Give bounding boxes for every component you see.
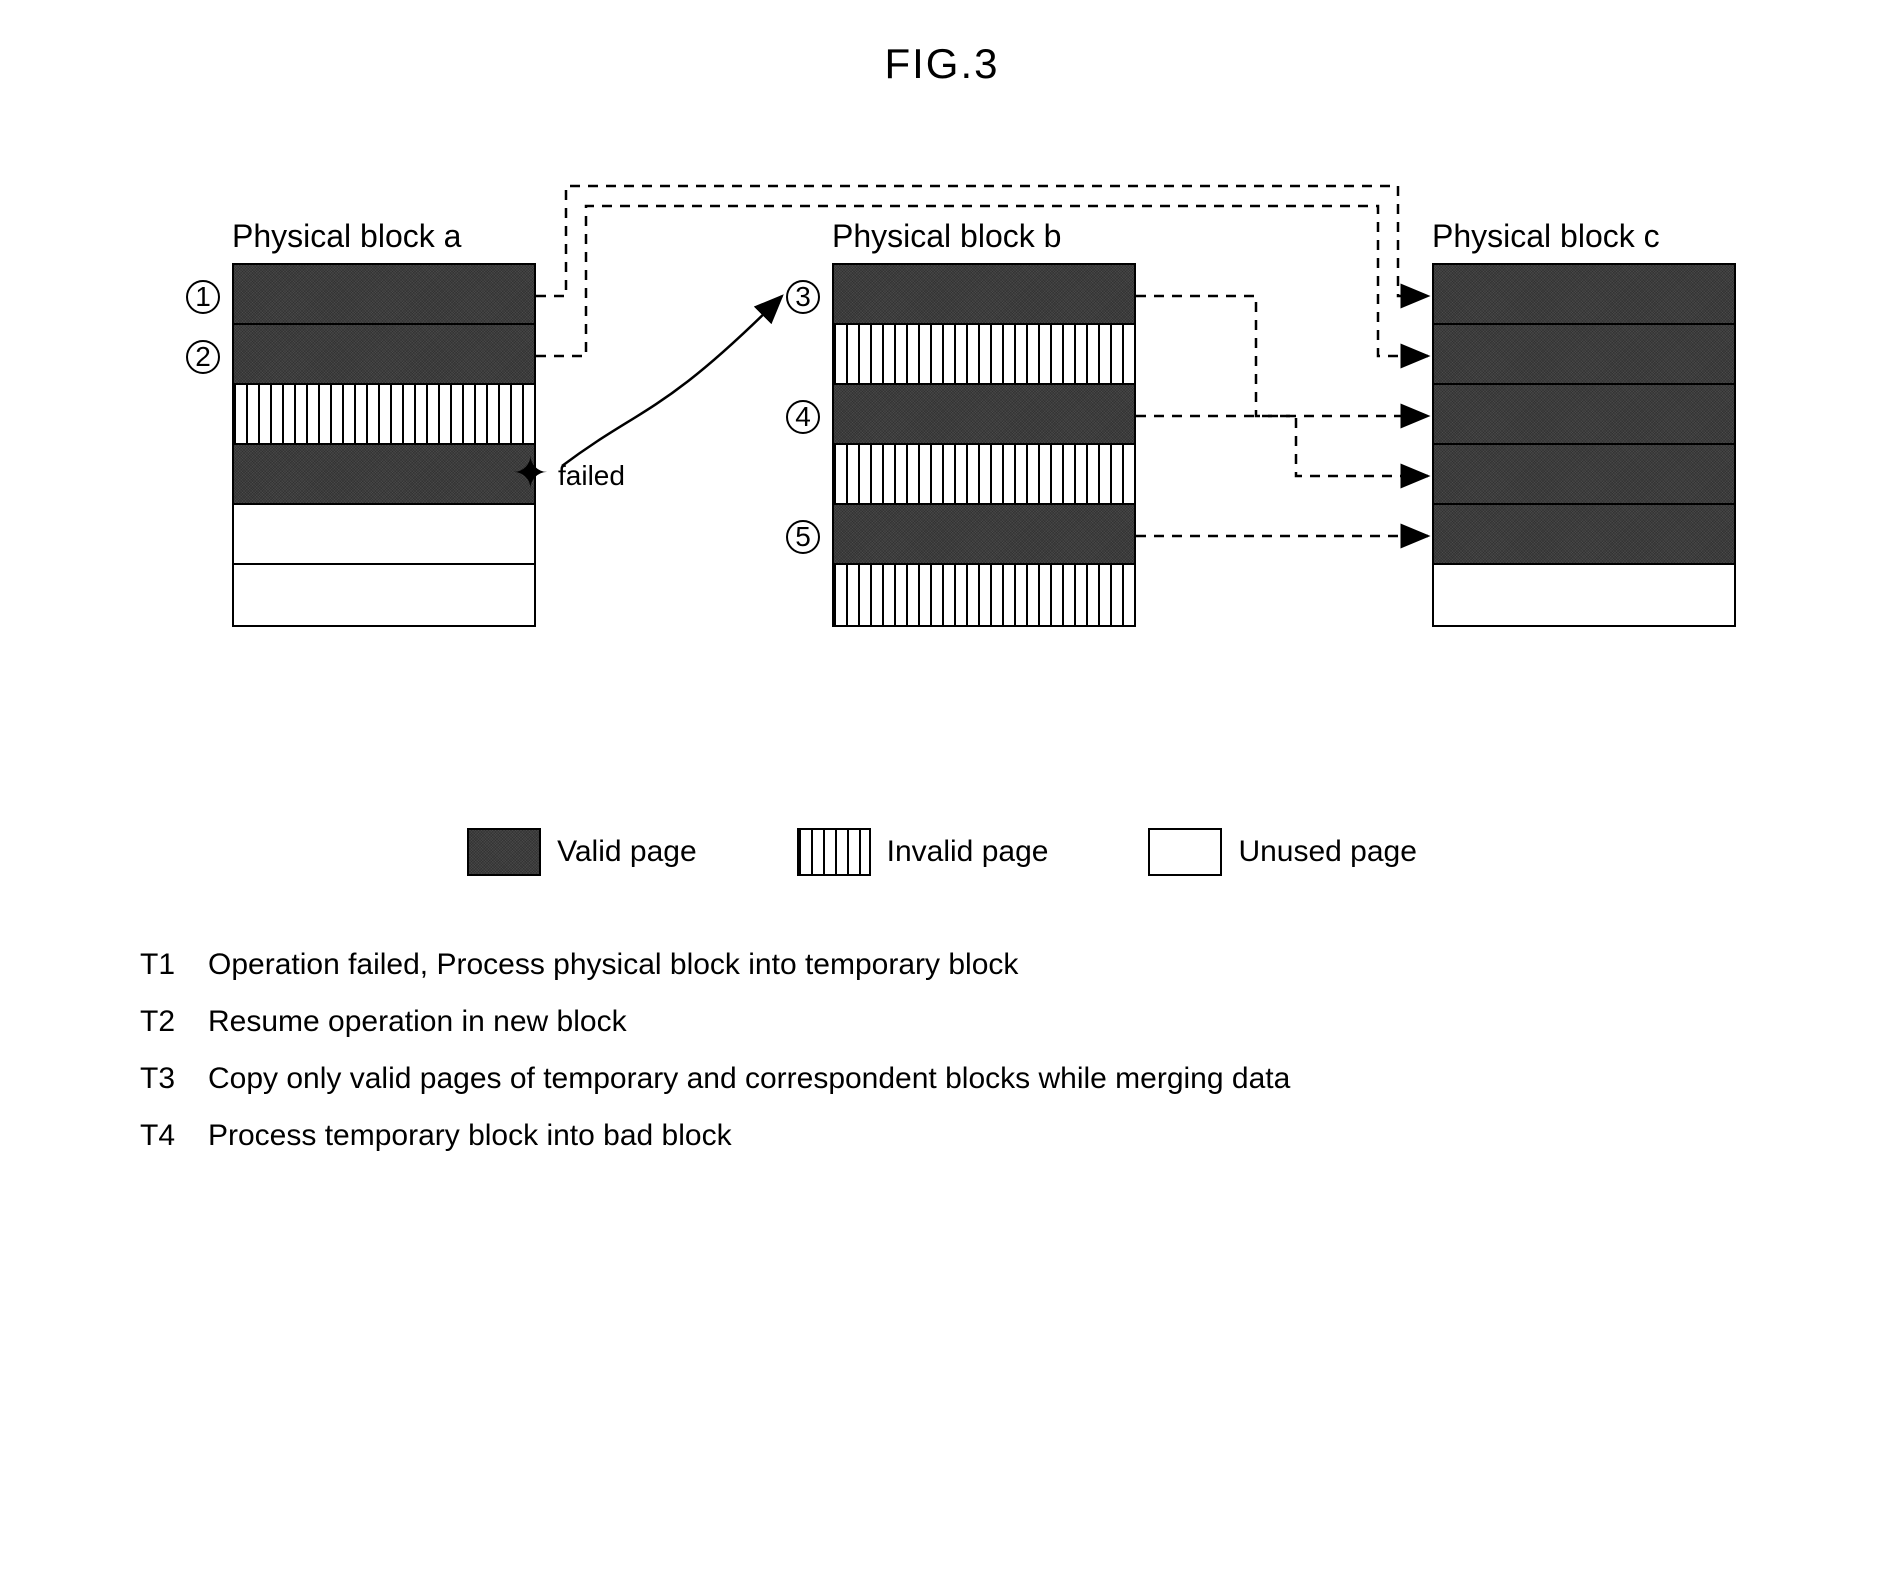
figure-title: FIG.3 bbox=[40, 40, 1844, 88]
legend-label-valid: Valid page bbox=[557, 835, 697, 869]
page bbox=[1434, 325, 1734, 385]
block-body-a bbox=[232, 263, 536, 627]
marker-3: 3 bbox=[786, 280, 820, 314]
step-key: T2 bbox=[140, 993, 190, 1050]
marker-4: 4 bbox=[786, 400, 820, 434]
block-body-c bbox=[1432, 263, 1736, 627]
marker-5: 5 bbox=[786, 520, 820, 554]
page bbox=[1434, 445, 1734, 505]
step-text: Process temporary block into bad block bbox=[208, 1107, 732, 1164]
page bbox=[834, 505, 1134, 565]
block-b: Physical block b bbox=[832, 218, 1136, 627]
legend-label-unused: Unused page bbox=[1238, 835, 1416, 869]
step-row: T1 Operation failed, Process physical blo… bbox=[140, 936, 1744, 993]
arrow-dashed-right-0 bbox=[1136, 296, 1428, 416]
failed-label: failed bbox=[558, 460, 625, 492]
page bbox=[834, 445, 1134, 505]
block-body-b bbox=[832, 263, 1136, 627]
step-key: T4 bbox=[140, 1107, 190, 1164]
page bbox=[1434, 385, 1734, 445]
block-a: Physical block a bbox=[232, 218, 536, 627]
page bbox=[834, 385, 1134, 445]
page bbox=[1434, 565, 1734, 625]
swatch-valid bbox=[467, 828, 541, 876]
page bbox=[234, 445, 534, 505]
legend-item-invalid: Invalid page bbox=[797, 828, 1049, 876]
step-row: T2 Resume operation in new block bbox=[140, 993, 1744, 1050]
page bbox=[1434, 505, 1734, 565]
marker-2: 2 bbox=[186, 340, 220, 374]
page bbox=[834, 265, 1134, 325]
block-title-a: Physical block a bbox=[232, 218, 536, 255]
failed-star-icon: ✦ bbox=[512, 448, 549, 499]
step-row: T3 Copy only valid pages of temporary and… bbox=[140, 1050, 1744, 1107]
diagram-container: Physical block a 1 2 Physical block b 3 4 5 Phy… bbox=[92, 168, 1792, 768]
step-text: Copy only valid pages of temporary and c… bbox=[208, 1050, 1290, 1107]
swatch-invalid bbox=[797, 828, 871, 876]
arrow-curved bbox=[562, 296, 782, 466]
step-text: Resume operation in new block bbox=[208, 993, 627, 1050]
page bbox=[234, 325, 534, 385]
page bbox=[1434, 265, 1734, 325]
block-title-c: Physical block c bbox=[1432, 218, 1736, 255]
step-key: T3 bbox=[140, 1050, 190, 1107]
block-c: Physical block c bbox=[1432, 218, 1736, 627]
step-text: Operation failed, Process physical block… bbox=[208, 936, 1018, 993]
arrow-dashed-right-1 bbox=[1136, 416, 1428, 476]
steps-list: T1 Operation failed, Process physical blo… bbox=[140, 936, 1744, 1164]
page bbox=[234, 505, 534, 565]
step-key: T1 bbox=[140, 936, 190, 993]
legend-label-invalid: Invalid page bbox=[887, 835, 1049, 869]
legend: Valid page Invalid page Unused page bbox=[40, 828, 1844, 876]
page bbox=[234, 385, 534, 445]
marker-1: 1 bbox=[186, 280, 220, 314]
block-title-b: Physical block b bbox=[832, 218, 1136, 255]
page bbox=[234, 265, 534, 325]
step-row: T4 Process temporary block into bad block bbox=[140, 1107, 1744, 1164]
page bbox=[834, 565, 1134, 625]
legend-item-valid: Valid page bbox=[467, 828, 697, 876]
page bbox=[234, 565, 534, 625]
legend-item-unused: Unused page bbox=[1148, 828, 1416, 876]
swatch-unused bbox=[1148, 828, 1222, 876]
page bbox=[834, 325, 1134, 385]
